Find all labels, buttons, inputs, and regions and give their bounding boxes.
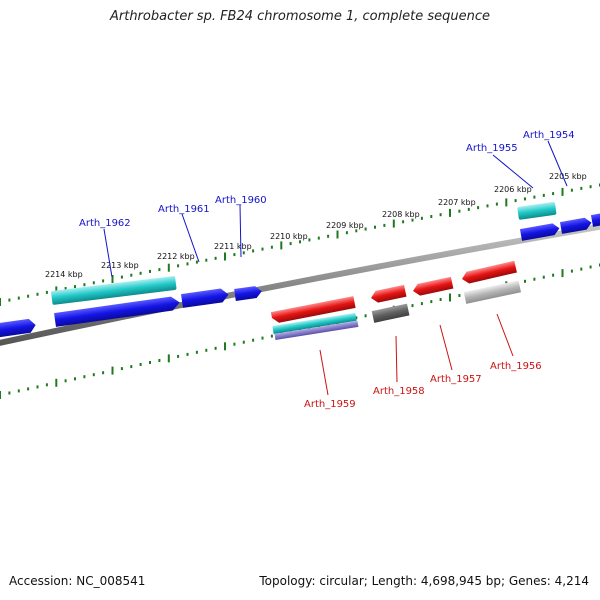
gene-label-arth-1959[interactable]: Arth_1959 — [304, 399, 356, 410]
ruler-label: 2205 kbp — [549, 172, 587, 181]
gene-label-arth-1960[interactable]: Arth_1960 — [215, 195, 267, 206]
feature-misc-1959[interactable] — [274, 320, 359, 340]
ruler-label: 2209 kbp — [326, 221, 364, 230]
reverse-gene-labels: Arth_1959 Arth_1958 Arth_1957 Arth_1956 — [304, 361, 542, 410]
chromosome-backbone — [0, 223, 600, 346]
ruler-label: 2214 kbp — [45, 270, 83, 279]
gene-label-arth-1956[interactable]: Arth_1956 — [490, 361, 542, 372]
gene-arrow-arth-1955[interactable] — [519, 222, 560, 241]
gene-arrow-arth-1959[interactable] — [270, 296, 356, 324]
ruler-label: 2210 kbp — [270, 232, 308, 241]
ruler-label: 2213 kbp — [101, 261, 139, 270]
gene-arrow-arth-1961[interactable] — [181, 288, 229, 308]
feature-rna-1955[interactable] — [517, 202, 557, 220]
ruler-label: 2207 kbp — [438, 198, 476, 207]
map-title: Arthrobacter sp. FB24 chromosome 1, comp… — [109, 9, 491, 24]
feature-rna-1959[interactable] — [272, 312, 357, 334]
gene-label-arth-1955[interactable]: Arth_1955 — [466, 143, 518, 154]
accession-text: Accession: NC_008541 — [9, 574, 146, 588]
gene-label-arth-1954[interactable]: Arth_1954 — [523, 130, 575, 141]
gene-arrow-arth-1956[interactable] — [461, 260, 517, 285]
gene-arrow-right-partial[interactable] — [590, 211, 600, 227]
ruler-label: 2208 kbp — [382, 210, 420, 219]
gene-arrow-arth-1954[interactable] — [559, 217, 593, 234]
gene-label-arth-1962[interactable]: Arth_1962 — [79, 218, 131, 229]
gene-arrow-arth-1962[interactable] — [54, 296, 181, 327]
gene-arrow-left-partial[interactable] — [0, 318, 37, 338]
feature-gray-1958[interactable] — [371, 303, 410, 323]
gene-arrow-arth-1958[interactable] — [370, 284, 407, 304]
gene-label-arth-1958[interactable]: Arth_1958 — [373, 386, 425, 397]
ruler-labels: 2214 kbp 2213 kbp 2212 kbp 2211 kbp 2210… — [45, 172, 587, 279]
ruler-label: 2211 kbp — [214, 242, 252, 251]
summary-text: Topology: circular; Length: 4,698,945 bp… — [259, 574, 589, 588]
ruler-label: 2206 kbp — [494, 185, 532, 194]
ruler-label: 2212 kbp — [157, 252, 195, 261]
gene-label-arth-1957[interactable]: Arth_1957 — [430, 374, 482, 385]
reverse-strand-features — [270, 260, 522, 340]
outer-scale-ticks — [0, 183, 600, 306]
reverse-gene-callouts — [319, 313, 514, 396]
forward-strand-features — [0, 202, 600, 338]
feature-gray-1956[interactable] — [463, 280, 522, 304]
feature-rna-1962[interactable] — [51, 276, 177, 305]
gene-label-arth-1961[interactable]: Arth_1961 — [158, 204, 210, 215]
gene-arrow-arth-1960[interactable] — [234, 285, 262, 301]
gene-arrow-arth-1957[interactable] — [412, 276, 454, 297]
forward-gene-labels: Arth_1962 Arth_1961 Arth_1960 Arth_1955 … — [79, 130, 575, 229]
forward-gene-callouts — [103, 140, 568, 278]
